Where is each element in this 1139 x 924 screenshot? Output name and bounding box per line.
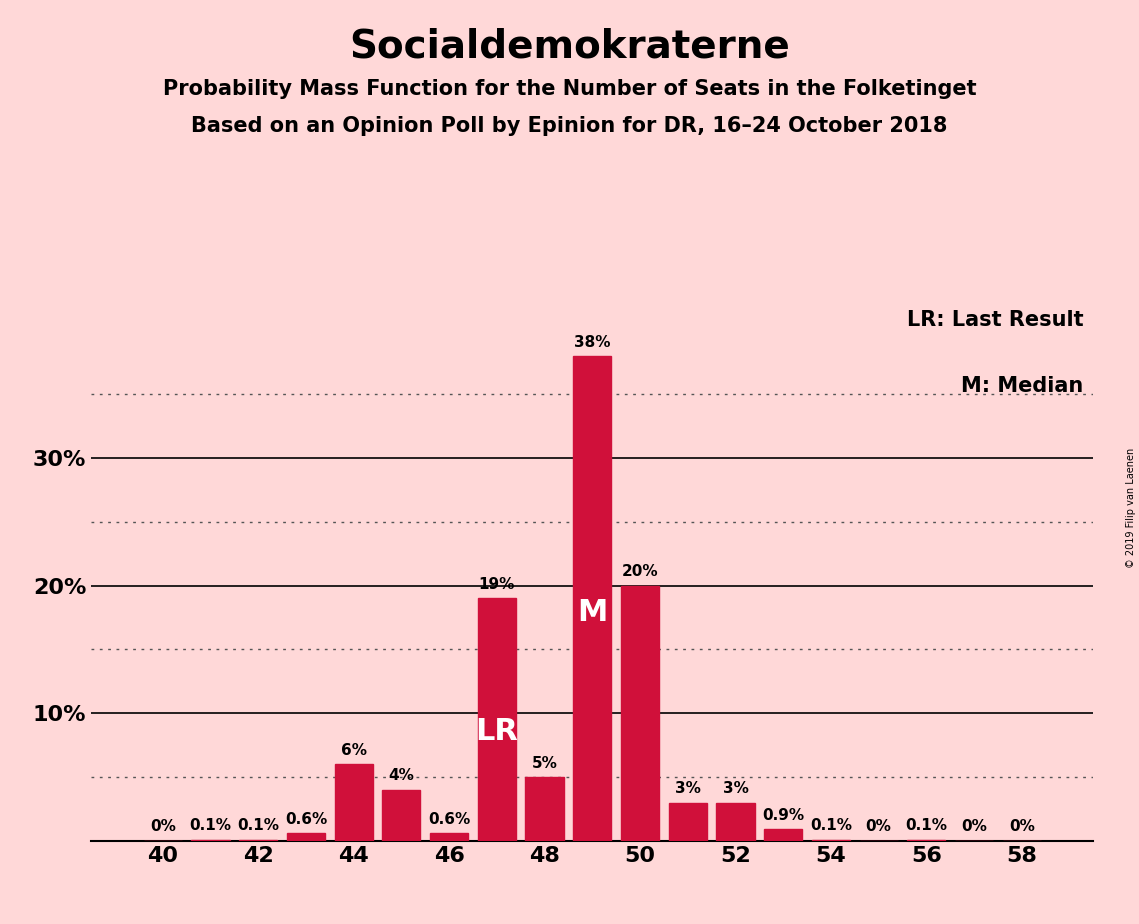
Text: 38%: 38% bbox=[574, 334, 611, 349]
Bar bbox=[477, 599, 516, 841]
Text: 20%: 20% bbox=[622, 565, 658, 579]
Text: 0.9%: 0.9% bbox=[762, 808, 804, 823]
Text: Socialdemokraterne: Socialdemokraterne bbox=[350, 28, 789, 66]
Bar bbox=[525, 777, 564, 841]
Bar bbox=[573, 356, 612, 841]
Text: LR: LR bbox=[475, 717, 518, 747]
Bar bbox=[383, 790, 420, 841]
Bar bbox=[764, 830, 802, 841]
Text: Probability Mass Function for the Number of Seats in the Folketinget: Probability Mass Function for the Number… bbox=[163, 79, 976, 99]
Text: 0.1%: 0.1% bbox=[810, 818, 852, 833]
Bar bbox=[239, 840, 277, 841]
Text: 0%: 0% bbox=[149, 820, 175, 834]
Text: 0.6%: 0.6% bbox=[428, 812, 470, 827]
Text: Based on an Opinion Poll by Epinion for DR, 16–24 October 2018: Based on an Opinion Poll by Epinion for … bbox=[191, 116, 948, 136]
Bar bbox=[287, 833, 325, 841]
Text: 3%: 3% bbox=[722, 781, 748, 796]
Bar bbox=[191, 840, 230, 841]
Text: 0.1%: 0.1% bbox=[237, 818, 279, 833]
Text: 0%: 0% bbox=[866, 820, 892, 834]
Bar bbox=[908, 840, 945, 841]
Text: 6%: 6% bbox=[341, 743, 367, 758]
Text: 0.1%: 0.1% bbox=[189, 818, 231, 833]
Bar bbox=[812, 840, 850, 841]
Bar bbox=[669, 803, 707, 841]
Text: 5%: 5% bbox=[532, 756, 557, 771]
Text: 0%: 0% bbox=[961, 820, 988, 834]
Text: 0.1%: 0.1% bbox=[906, 818, 948, 833]
Bar bbox=[716, 803, 754, 841]
Text: © 2019 Filip van Laenen: © 2019 Filip van Laenen bbox=[1126, 448, 1136, 568]
Text: 4%: 4% bbox=[388, 769, 415, 784]
Text: 0.6%: 0.6% bbox=[285, 812, 327, 827]
Text: 19%: 19% bbox=[478, 577, 515, 592]
Text: 0%: 0% bbox=[1009, 820, 1035, 834]
Text: M: M bbox=[577, 599, 607, 627]
Bar bbox=[621, 586, 659, 841]
Text: LR: Last Result

M: Median: LR: Last Result M: Median bbox=[907, 310, 1083, 395]
Bar bbox=[335, 764, 372, 841]
Bar bbox=[431, 833, 468, 841]
Text: 3%: 3% bbox=[674, 781, 700, 796]
